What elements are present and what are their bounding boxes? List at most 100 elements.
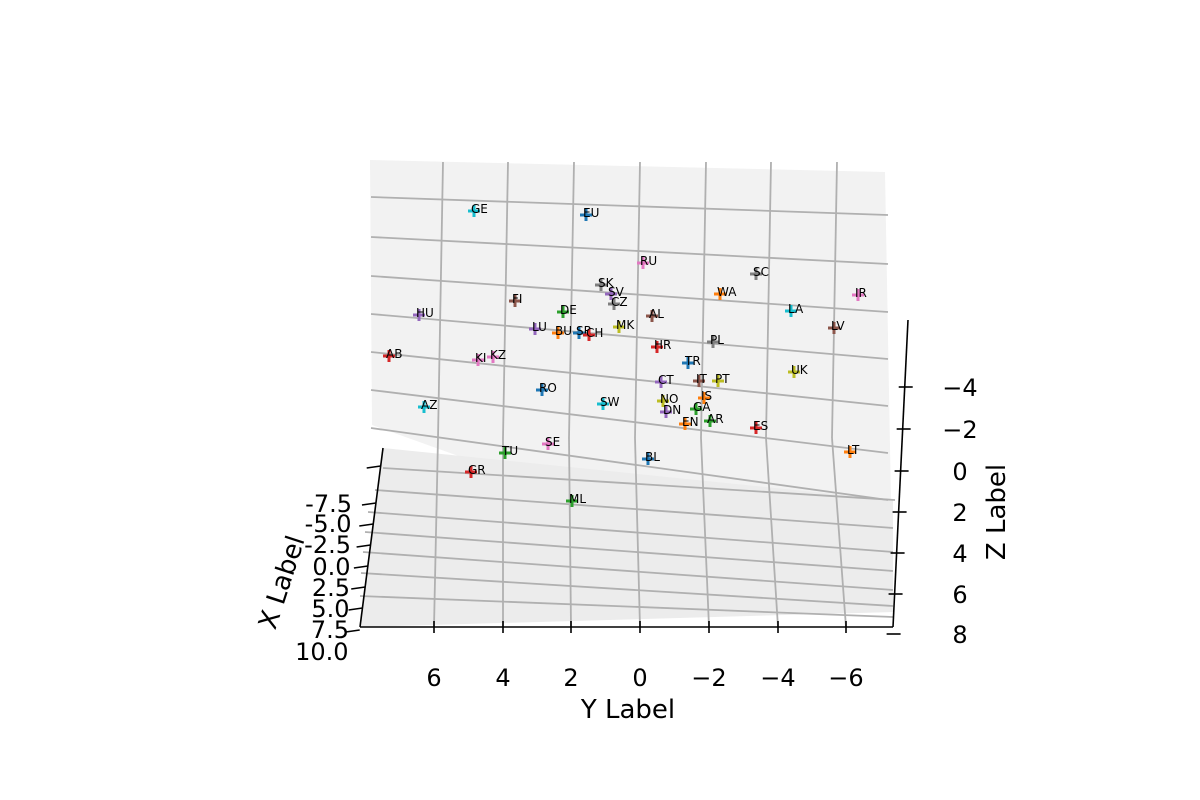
point-label: KI — [475, 351, 486, 365]
point-label: ML — [569, 492, 586, 506]
x-tick — [361, 502, 377, 506]
data-point: LA — [785, 302, 804, 317]
grid-line — [370, 275, 889, 313]
point-label: AL — [649, 307, 664, 321]
x-tick-label: 2.5 — [312, 574, 350, 602]
data-point: KI — [472, 351, 486, 366]
point-label: CT — [658, 373, 674, 387]
data-point: TU — [499, 444, 518, 459]
point-label: IS — [701, 389, 712, 403]
y-tick-label: 6 — [426, 664, 441, 692]
x-tick-label: -7.5 — [305, 490, 352, 518]
point-label: CH — [586, 326, 603, 340]
data-point: CH — [583, 326, 603, 341]
data-point: IS — [698, 389, 712, 404]
z-tick-label: 4 — [952, 540, 967, 568]
point-label: IT — [696, 372, 708, 386]
axes — [345, 319, 913, 635]
x-axis-title: X Label — [253, 532, 311, 633]
x-tick-label: -2.5 — [304, 531, 351, 559]
grid-line — [362, 551, 894, 591]
data-point: RO — [536, 381, 557, 396]
x-tick — [353, 565, 369, 569]
grid-line — [370, 196, 889, 216]
point-label: AZ — [421, 398, 437, 412]
x-axis-line — [359, 447, 384, 628]
grid-line — [634, 161, 641, 439]
data-point: AR — [704, 412, 724, 427]
point-label: SC — [753, 265, 769, 279]
tick-labels: 6 4 2 0 −2 −4 −6 -7.5-5.0-2.50.02.55.07.510.0 −4… — [295, 374, 978, 692]
point-label: LT — [847, 443, 860, 457]
data-point: MK — [613, 318, 635, 333]
data-point: BL — [642, 450, 660, 465]
point-label: AR — [707, 412, 724, 426]
data-point: HR — [651, 338, 671, 353]
grid-lines — [359, 161, 896, 628]
data-point: SE — [542, 435, 560, 450]
x-tick — [345, 629, 360, 633]
data-point: SK — [595, 276, 615, 291]
data-point: RU — [637, 254, 657, 269]
data-point: EU — [580, 206, 599, 221]
data-point: FI — [509, 292, 522, 307]
data-point: IT — [693, 372, 708, 387]
z-axis-line — [892, 319, 909, 628]
point-label: GR — [468, 463, 486, 477]
point-label: LA — [788, 302, 804, 316]
x-tick-label: 10.0 — [295, 638, 348, 666]
grid-line — [568, 437, 572, 628]
data-point: DN — [660, 403, 681, 418]
point-label: PL — [710, 333, 724, 347]
z-tick-label: −2 — [942, 416, 977, 444]
grid-line — [568, 161, 575, 439]
point-label: NO — [660, 392, 678, 406]
grid-line — [831, 161, 838, 439]
x-tick — [348, 607, 363, 611]
point-label: KZ — [490, 348, 506, 362]
grid-line — [370, 236, 889, 265]
grid-line — [370, 389, 889, 454]
point-label: GE — [471, 202, 488, 216]
x-tick — [366, 465, 381, 469]
data-point: SV — [605, 285, 625, 300]
point-label: SK — [598, 276, 615, 290]
data-point: LU — [529, 320, 547, 335]
point-label: IR — [855, 286, 867, 300]
point-label: FI — [512, 292, 522, 306]
grid-line — [374, 489, 894, 529]
x-tick-label: 7.5 — [311, 616, 349, 644]
grid-line — [765, 437, 779, 628]
point-label: PT — [715, 372, 730, 386]
point-label: CZ — [611, 295, 628, 309]
x-tick-label: 5.0 — [311, 595, 349, 623]
point-label: WA — [717, 285, 737, 299]
data-point: SC — [750, 265, 769, 280]
data-point: NO — [657, 392, 678, 407]
z-axis-title: Z Label — [982, 464, 1012, 560]
y-tick-label: −6 — [828, 664, 863, 692]
z-tick-label: −4 — [942, 374, 977, 402]
data-point: EN — [679, 415, 699, 430]
data-point: CZ — [608, 295, 628, 310]
y-tick-label: 2 — [563, 664, 578, 692]
point-label: EN — [682, 415, 699, 429]
grid-line — [370, 427, 889, 501]
z-tick-label: 0 — [952, 458, 967, 486]
y-tick-label: 0 — [632, 664, 647, 692]
grid-line — [370, 313, 889, 360]
data-point: TR — [682, 354, 701, 369]
data-point: GE — [468, 202, 488, 217]
z-tick-label: 8 — [952, 621, 967, 649]
point-label: GA — [693, 400, 711, 414]
point-label: SV — [608, 285, 625, 299]
y-axis-title: Y Label — [580, 695, 675, 725]
x-tick-label: -5.0 — [305, 510, 352, 538]
data-point: ES — [750, 419, 768, 434]
y-tick-label: −4 — [760, 664, 795, 692]
x-tick — [351, 586, 366, 590]
point-label: RU — [640, 254, 657, 268]
data-point: SR — [573, 324, 592, 339]
data-point: AB — [383, 347, 402, 362]
point-label: EU — [583, 206, 599, 220]
